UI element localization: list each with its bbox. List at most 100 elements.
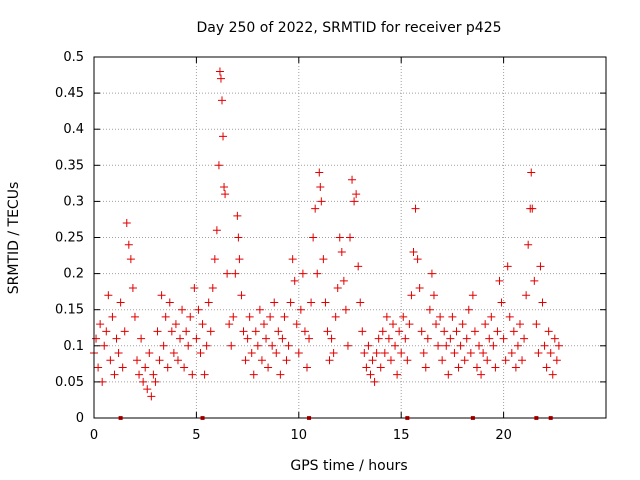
data-point <box>315 168 324 177</box>
data-point <box>515 320 524 329</box>
data-point <box>493 327 502 336</box>
data-point <box>219 132 228 141</box>
points-layer <box>90 67 563 420</box>
data-point <box>374 334 383 343</box>
data-point <box>145 349 154 358</box>
data-point <box>370 377 379 386</box>
data-point <box>503 262 512 271</box>
data-point <box>446 334 455 343</box>
data-point <box>249 370 258 379</box>
data-point <box>216 74 225 83</box>
data-point <box>395 327 404 336</box>
data-point <box>483 356 492 365</box>
data-point <box>110 370 119 379</box>
data-point <box>462 334 471 343</box>
data-point <box>149 370 158 379</box>
data-point <box>120 327 129 336</box>
data-point <box>448 312 457 321</box>
data-point <box>358 327 367 336</box>
data-point <box>204 298 213 307</box>
data-point <box>389 320 398 329</box>
data-point <box>399 312 408 321</box>
data-point <box>499 334 508 343</box>
data-point <box>343 341 352 350</box>
data-point <box>147 392 156 401</box>
x-tick-label: 20 <box>495 428 512 443</box>
data-point <box>546 349 555 358</box>
data-point <box>290 276 299 285</box>
data-point <box>458 320 467 329</box>
data-point <box>208 284 217 293</box>
data-point <box>341 305 350 314</box>
data-point <box>196 349 205 358</box>
data-point <box>544 327 553 336</box>
data-point <box>215 67 224 76</box>
data-point <box>133 356 142 365</box>
data-point <box>227 341 236 350</box>
data-point <box>104 291 113 300</box>
data-point <box>507 349 516 358</box>
data-point <box>481 320 490 329</box>
data-point <box>106 356 115 365</box>
data-point <box>223 269 232 278</box>
data-point <box>300 327 309 336</box>
data-point <box>360 349 369 358</box>
data-point <box>540 341 549 350</box>
data-point <box>382 312 391 321</box>
data-point <box>173 356 182 365</box>
data-point <box>401 334 410 343</box>
data-point <box>266 312 275 321</box>
data-point <box>505 312 514 321</box>
data-point <box>92 334 101 343</box>
data-point <box>167 327 176 336</box>
data-point <box>466 349 475 358</box>
data-point <box>270 298 279 307</box>
chart-title: Day 250 of 2022, SRMTID for receiver p42… <box>196 20 501 36</box>
data-point <box>456 341 465 350</box>
y-tick-label: 0.25 <box>55 231 84 246</box>
data-point <box>411 204 420 213</box>
y-tick-label: 0.3 <box>63 194 84 209</box>
data-point <box>153 327 162 336</box>
data-point <box>124 240 133 249</box>
data-point <box>257 356 266 365</box>
data-point <box>130 312 139 321</box>
data-point <box>262 334 271 343</box>
data-point <box>202 341 211 350</box>
data-point <box>302 363 311 372</box>
data-point <box>501 356 510 365</box>
data-point <box>403 356 412 365</box>
data-point <box>368 356 377 365</box>
data-point <box>548 370 557 379</box>
data-point <box>378 327 387 336</box>
data-point <box>423 334 432 343</box>
data-point <box>220 182 229 191</box>
data-point <box>169 349 178 358</box>
data-point <box>157 291 166 300</box>
data-point <box>139 377 148 386</box>
data-point <box>386 356 395 365</box>
data-point <box>206 327 215 336</box>
data-point <box>520 334 529 343</box>
data-point <box>235 255 244 264</box>
data-point <box>417 327 426 336</box>
data-point <box>221 190 230 199</box>
data-point <box>468 291 477 300</box>
data-point <box>102 327 111 336</box>
data-point <box>210 255 219 264</box>
data-point <box>511 363 520 372</box>
data-point <box>475 341 484 350</box>
data-point <box>255 305 264 314</box>
data-point <box>264 363 273 372</box>
data-point <box>409 247 418 256</box>
data-point <box>452 327 461 336</box>
data-point <box>184 341 193 350</box>
data-point <box>323 327 332 336</box>
data-point <box>440 327 449 336</box>
data-point <box>356 298 365 307</box>
data-point <box>380 349 389 358</box>
data-point <box>114 349 123 358</box>
data-point <box>190 284 199 293</box>
data-point <box>454 363 463 372</box>
data-point <box>288 255 297 264</box>
